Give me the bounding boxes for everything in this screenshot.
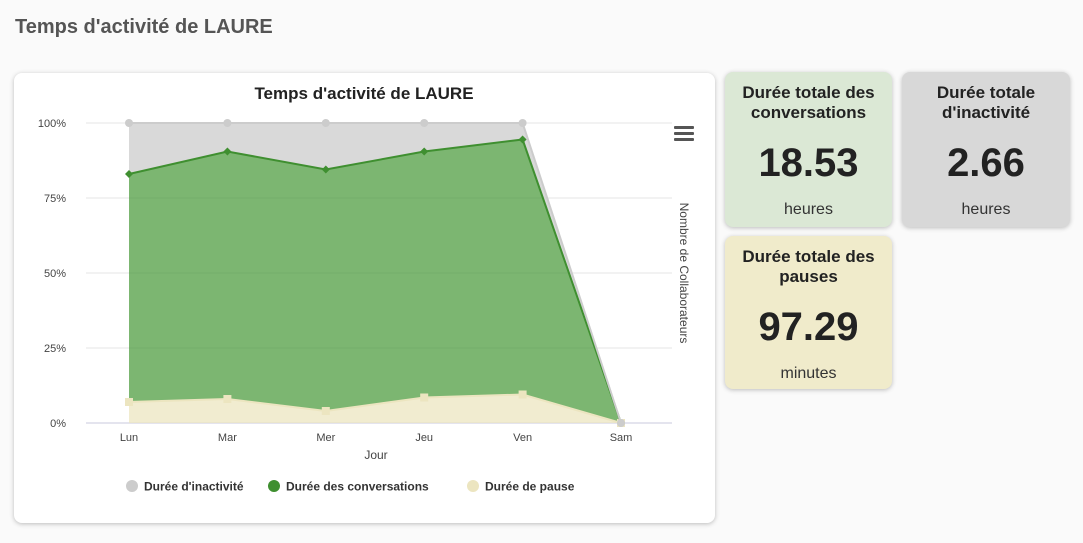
- conversations-total-unit: heures: [784, 201, 833, 218]
- area-2: [129, 394, 621, 423]
- point: [125, 398, 133, 406]
- point: [321, 407, 330, 415]
- point: [518, 135, 527, 144]
- legend-item: Durée de pause: [485, 480, 575, 494]
- y-axis-title: Nombre de Collaborateurs: [677, 203, 691, 344]
- point: [420, 393, 429, 402]
- legend-marker: [467, 480, 479, 492]
- x-tick-label: Sam: [610, 432, 633, 444]
- point: [321, 165, 330, 174]
- y-tick-label: 50%: [44, 268, 66, 280]
- page-title: Temps d'activité de LAURE: [15, 16, 273, 38]
- series-line: [129, 122, 622, 424]
- activity-chart-card: Temps d'activité de LAURE 0% 25% 50% 75% 100%…: [14, 73, 715, 523]
- point: [518, 119, 527, 127]
- point: [223, 119, 232, 127]
- y-tick-label: 25%: [44, 343, 66, 355]
- legend-marker: [126, 480, 138, 492]
- inactivity-total-value: 2.66: [947, 141, 1025, 185]
- y-tick-label: 0%: [50, 418, 66, 430]
- area-0: [129, 123, 621, 423]
- point: [223, 395, 232, 403]
- inactivity-total-unit: heures: [961, 201, 1011, 218]
- series-line: [128, 393, 622, 424]
- conversations-total-label: Durée totale des conversations: [742, 83, 875, 122]
- point: [321, 119, 330, 127]
- inactivity-total-label: Durée totale d'inactivité: [936, 83, 1036, 122]
- conversations-total-card: Durée totale des conversations 18.53 heu…: [725, 72, 892, 227]
- x-tick-label: Jeu: [415, 432, 433, 444]
- x-tick-label: Mar: [218, 432, 237, 444]
- pauses-total-label: Durée totale des pauses: [742, 247, 875, 286]
- activity-chart: Temps d'activité de LAURE 0% 25% 50% 75% 100%…: [38, 84, 691, 494]
- point: [420, 119, 429, 127]
- pauses-total-unit: minutes: [780, 365, 837, 382]
- chart-title: Temps d'activité de LAURE: [254, 84, 473, 103]
- point: [518, 390, 527, 399]
- x-tick-label: Ven: [513, 432, 532, 444]
- point: [125, 170, 133, 178]
- legend-item: Durée des conversations: [286, 480, 429, 494]
- pauses-total-card: Durée totale des pauses 97.29 minutes: [725, 236, 892, 389]
- point: [223, 147, 232, 156]
- area-1: [129, 139, 621, 423]
- point: [617, 419, 625, 427]
- chart-menu-icon[interactable]: [674, 126, 694, 144]
- y-tick-label: 100%: [38, 118, 66, 130]
- series-line: [128, 138, 622, 424]
- point: [125, 119, 133, 127]
- inactivity-total-card: Durée totale d'inactivité 2.66 heures: [902, 72, 1070, 227]
- x-tick-label: Lun: [120, 432, 138, 444]
- x-axis-title: Jour: [364, 448, 387, 462]
- conversations-total-value: 18.53: [758, 141, 859, 185]
- y-tick-label: 75%: [44, 193, 66, 205]
- x-tick-label: Mer: [316, 432, 335, 444]
- legend-marker: [268, 480, 280, 492]
- legend-item: Durée d'inactivité: [144, 480, 244, 494]
- point: [420, 147, 429, 156]
- pauses-total-value: 97.29: [758, 305, 859, 349]
